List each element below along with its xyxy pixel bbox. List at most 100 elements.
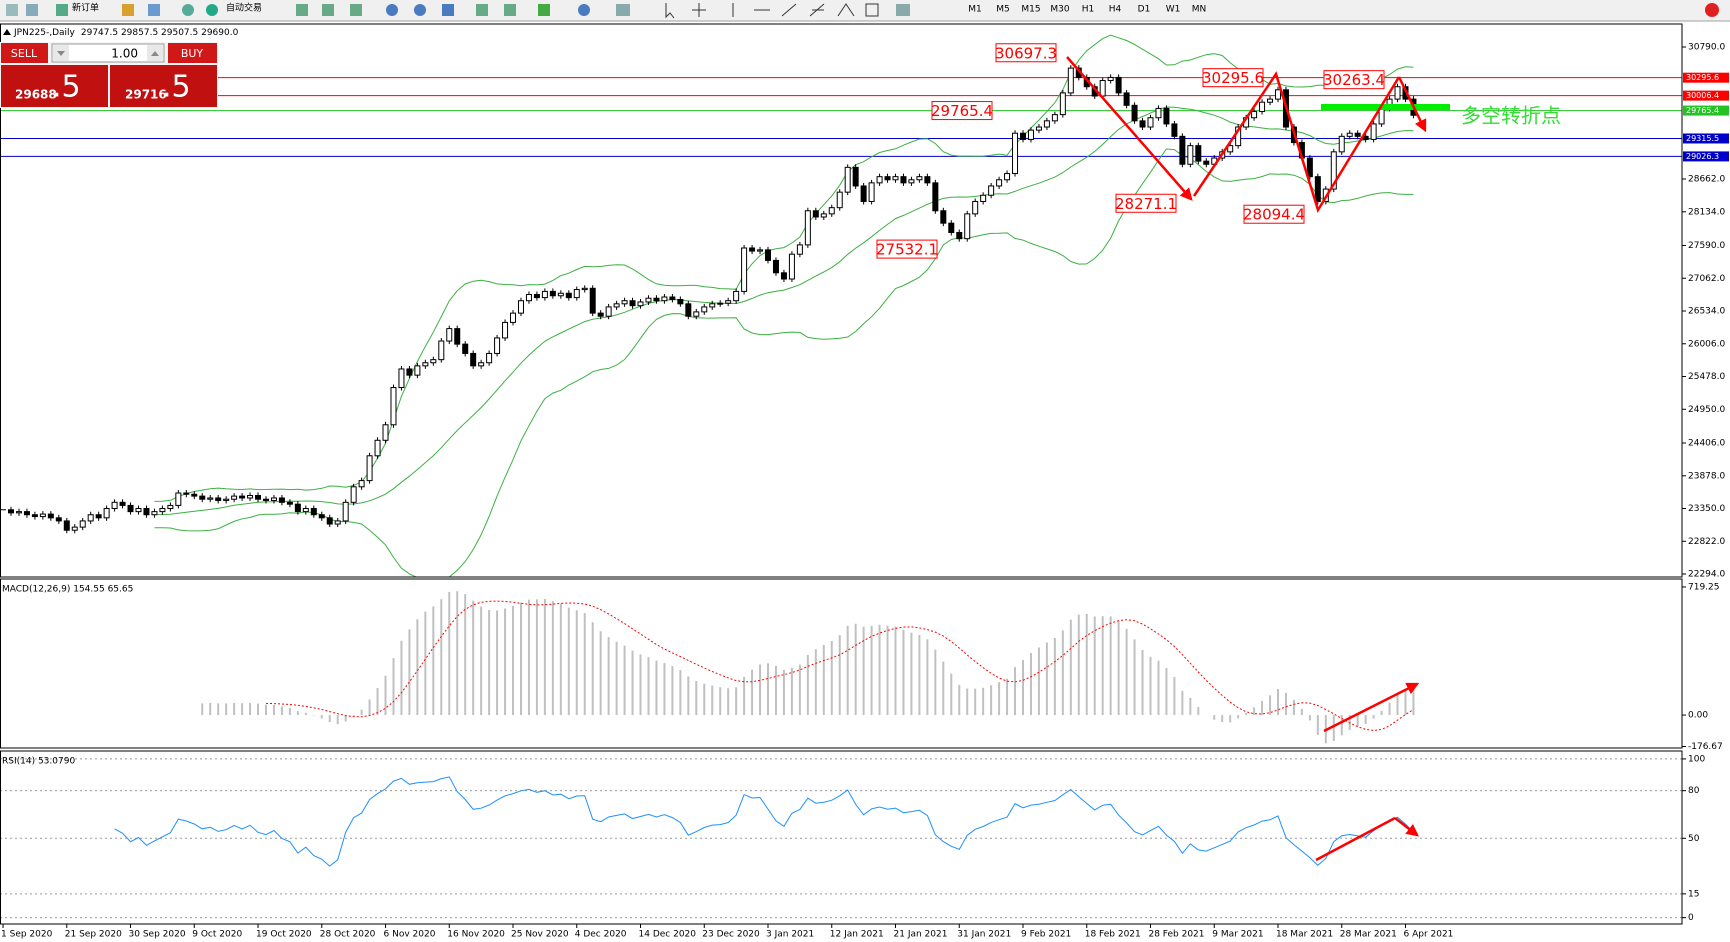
icon-arrow[interactable] (896, 4, 910, 16)
price-level-tag (1683, 151, 1729, 162)
price-level-tag (1683, 105, 1729, 116)
candle (494, 337, 501, 354)
icon[interactable] (296, 4, 308, 16)
price-level-label: 29026.3 (1686, 152, 1719, 161)
icon[interactable] (26, 4, 38, 16)
icon[interactable] (616, 4, 630, 16)
candle (247, 494, 254, 499)
candle (788, 253, 795, 280)
icon[interactable] (182, 4, 194, 16)
icon[interactable] (414, 4, 426, 16)
timeframe-button[interactable]: M30 (1050, 5, 1069, 15)
icon-channel[interactable] (809, 3, 825, 17)
candle (533, 294, 540, 299)
candle (95, 514, 102, 519)
icon[interactable] (386, 4, 398, 16)
price-level-label: 29765.4 (1686, 106, 1719, 115)
price-annotation-box (1323, 70, 1385, 90)
candle (1394, 86, 1401, 100)
icon[interactable] (476, 4, 488, 16)
icon[interactable] (504, 4, 516, 16)
icon[interactable] (122, 4, 134, 16)
candle (1043, 120, 1050, 128)
price-annotation: 30697.3 (995, 44, 1057, 62)
icon-crosshair[interactable] (692, 3, 706, 17)
timeframe-button[interactable]: MN (1192, 5, 1207, 15)
icon-new-order[interactable] (56, 4, 68, 16)
y-tick-label: 15 (1688, 889, 1699, 899)
y-tick-label: 100 (1688, 754, 1705, 764)
icon-fibo[interactable] (837, 3, 855, 17)
candle (151, 511, 158, 516)
candle (733, 290, 740, 302)
icon-text[interactable] (865, 3, 879, 17)
candle (996, 179, 1003, 187)
buy-label[interactable]: BUY (181, 47, 204, 60)
y-tick-label: 24406.0 (1688, 439, 1725, 449)
price-level-tag (1683, 133, 1729, 144)
candle (780, 272, 787, 280)
y-tick-label: 23350.0 (1688, 504, 1725, 514)
candle (749, 247, 756, 252)
candle (1115, 76, 1122, 94)
icon[interactable] (442, 4, 454, 16)
buy-price[interactable]: 29716 (125, 88, 167, 102)
candle (143, 508, 150, 516)
lots-input[interactable] (51, 43, 165, 63)
sell-label[interactable]: SELL (11, 47, 38, 60)
sell-price[interactable]: 29688 (15, 88, 57, 102)
pivot-note: 多空转折点 (1461, 104, 1561, 128)
chart-title: JPN225-,Daily (13, 28, 76, 38)
x-tick-label: 4 Dec 2020 (575, 930, 627, 940)
lots-value[interactable]: 1.00 (111, 47, 138, 61)
candle (669, 296, 676, 300)
icon[interactable] (538, 4, 550, 16)
candle (1107, 76, 1114, 82)
candle (302, 508, 309, 513)
timeframe-button[interactable]: D1 (1138, 5, 1151, 15)
icon[interactable] (148, 4, 160, 16)
timeframe-button[interactable]: M5 (996, 5, 1010, 15)
timeframe-button[interactable]: M15 (1021, 5, 1040, 15)
candle (1147, 117, 1154, 128)
buy-price-box[interactable] (110, 65, 217, 107)
candle (1227, 145, 1234, 153)
timeframe-button[interactable]: H1 (1082, 5, 1095, 15)
candle (1051, 114, 1058, 122)
icon-cursor[interactable] (665, 3, 675, 19)
price-annotation-box (1115, 193, 1177, 213)
toolbar-new-order[interactable]: 新订单 (72, 2, 99, 14)
icon[interactable] (6, 4, 18, 16)
candle (645, 297, 652, 303)
candle (812, 210, 819, 218)
sell-price-fraction[interactable]: .5 (52, 70, 81, 105)
icon[interactable] (350, 4, 362, 16)
buy-button[interactable] (168, 43, 217, 63)
price-level-label: 30295.6 (1686, 73, 1719, 82)
sell-button[interactable] (1, 43, 48, 63)
sell-price-box[interactable] (1, 65, 108, 107)
rsi-panel-border (0, 750, 1683, 925)
toolbar-auto-trade[interactable]: 自动交易 (226, 2, 262, 14)
icon-alert[interactable] (1705, 3, 1719, 17)
icon[interactable] (322, 4, 334, 16)
bollinger-upper (154, 34, 1414, 502)
buy-price-fraction[interactable]: .5 (162, 70, 191, 105)
icon-auto-trade[interactable] (206, 4, 218, 16)
candle (366, 455, 373, 482)
timeframe-button[interactable]: W1 (1166, 5, 1181, 15)
candle (87, 514, 94, 522)
candle (1187, 145, 1194, 165)
icon[interactable] (578, 4, 590, 16)
x-tick-label: 9 Oct 2020 (192, 930, 242, 940)
candle (1330, 151, 1337, 190)
price-annotation-box (876, 239, 938, 259)
candle (31, 514, 38, 518)
candle (262, 498, 269, 501)
timeframe-button[interactable]: H4 (1109, 5, 1122, 15)
y-tick-label: 80 (1688, 786, 1700, 796)
icon-trendline[interactable] (781, 3, 797, 17)
candle (1203, 160, 1210, 165)
timeframe-button[interactable]: M1 (968, 5, 982, 15)
candle (119, 501, 126, 506)
